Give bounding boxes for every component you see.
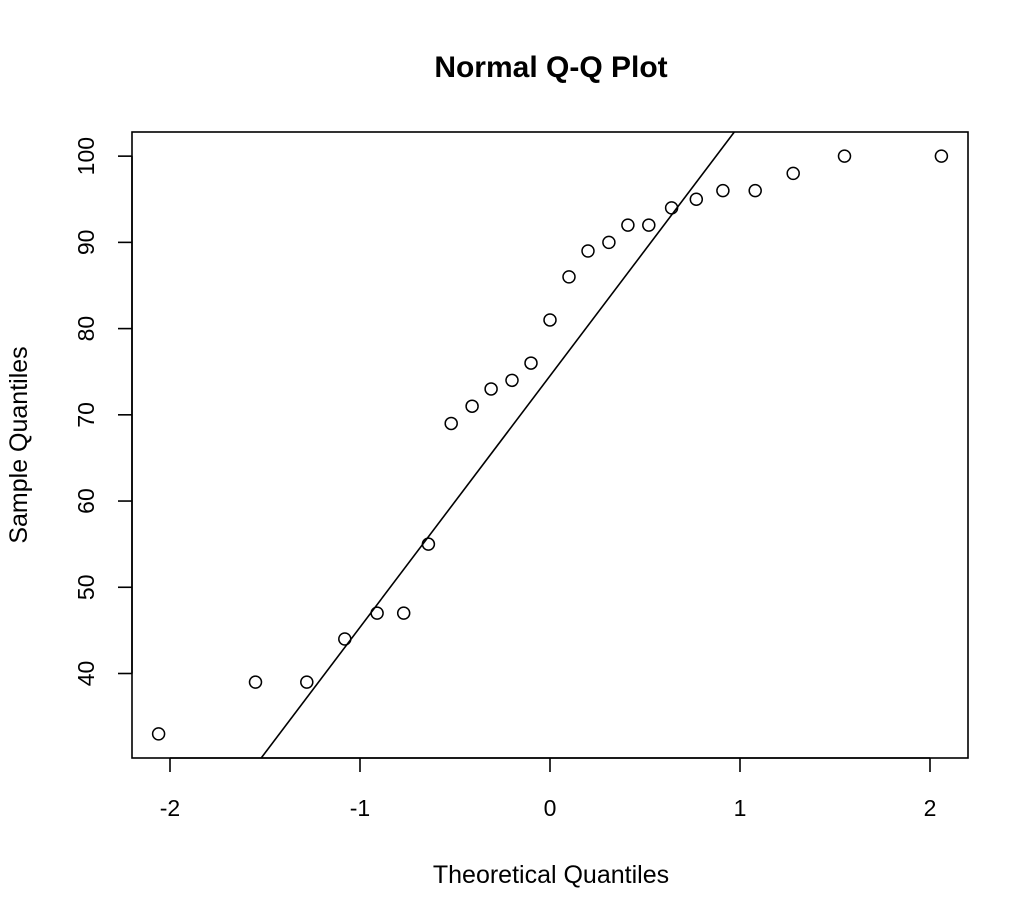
y-tick-label: 50	[73, 574, 99, 600]
x-tick-label: -2	[160, 795, 180, 821]
data-point	[621, 218, 635, 232]
data-point	[581, 244, 595, 258]
x-axis-label: Theoretical Quantiles	[433, 861, 669, 889]
data-point	[934, 149, 949, 163]
data-point	[338, 632, 352, 646]
y-tick-label: 60	[73, 488, 99, 514]
x-tick-label: 1	[734, 795, 747, 821]
y-tick-label: 80	[73, 316, 99, 342]
data-point	[151, 727, 166, 741]
data-point	[444, 416, 458, 431]
x-tick-label: 2	[924, 795, 937, 821]
x-tick-label: -1	[350, 795, 370, 821]
data-point	[421, 537, 436, 551]
data-point	[642, 218, 656, 232]
data-point	[396, 606, 411, 620]
data-point	[543, 313, 557, 327]
y-tick-label: 90	[73, 230, 99, 256]
data-point	[562, 270, 576, 284]
chart-title: Normal Q-Q Plot	[434, 51, 667, 84]
data-point	[602, 235, 616, 250]
data-point	[748, 183, 762, 198]
x-tick-label: 0	[544, 795, 557, 821]
data-point	[248, 675, 263, 689]
data-point	[370, 606, 384, 620]
data-point	[505, 373, 519, 388]
y-axis-label: Sample Quantiles	[5, 346, 33, 543]
y-tick-label: 40	[73, 661, 99, 687]
plot-area: -2 -1 0 1 2 40 50 60 70 80 90 100	[73, 131, 969, 821]
data-point	[465, 399, 479, 413]
data-point	[786, 166, 800, 181]
data-point	[689, 192, 704, 207]
plot-frame	[131, 131, 969, 759]
data-point	[837, 149, 852, 163]
data-point	[524, 356, 538, 370]
data-point	[300, 675, 314, 689]
y-tick-label: 70	[73, 402, 99, 428]
data-point	[716, 183, 730, 198]
data-point	[664, 201, 679, 215]
qq-reference-line	[260, 132, 735, 758]
data-point	[484, 382, 498, 396]
y-tick-label: 100	[73, 137, 99, 175]
